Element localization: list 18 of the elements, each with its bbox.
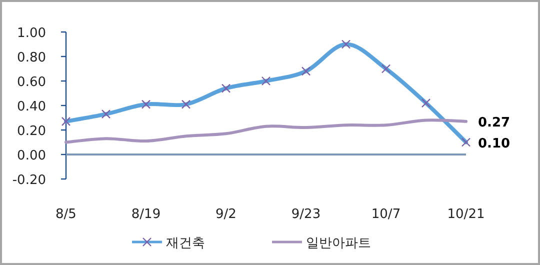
y-tick-label: 1.00 xyxy=(17,26,46,41)
annotation: 0.27 xyxy=(478,115,510,130)
x-tick-label: 8/19 xyxy=(131,207,161,222)
y-tick-label: -0.20 xyxy=(12,173,46,188)
x-tick-label: 9/2 xyxy=(216,207,236,222)
annotation: 0.10 xyxy=(478,136,510,152)
y-tick-label: 0.00 xyxy=(17,148,46,164)
x-tick-label: 10/7 xyxy=(371,207,401,222)
legend-label: 일반아파트 xyxy=(306,236,371,251)
y-tick-label: 0.80 xyxy=(17,50,46,66)
y-tick-label: 0.20 xyxy=(17,124,46,139)
x-tick-label: 10/21 xyxy=(447,207,485,222)
legend-label: 재건축 xyxy=(166,236,205,251)
x-tick-label: 8/5 xyxy=(56,207,76,222)
x-tick-label: 9/23 xyxy=(291,207,321,222)
line-series xyxy=(64,118,468,144)
y-tick-label: 0.40 xyxy=(17,100,46,114)
y-tick-label: 0.60 xyxy=(17,75,46,90)
